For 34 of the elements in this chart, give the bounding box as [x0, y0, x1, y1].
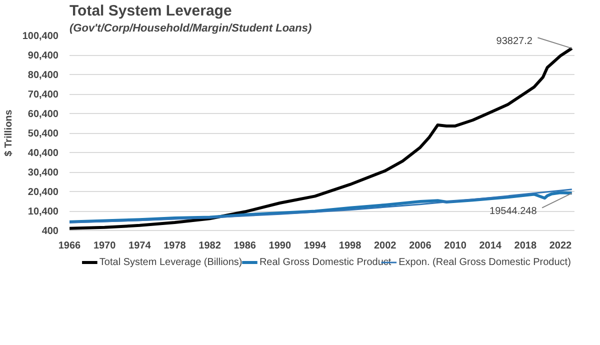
y-tick-label: 400: [42, 226, 59, 237]
x-tick-label: 2002: [374, 240, 397, 252]
x-tick-label: 2022: [549, 240, 572, 252]
x-tick-label: 1986: [234, 240, 256, 252]
y-tick-label: 20,400: [28, 187, 59, 198]
x-tick-label: 1970: [93, 240, 116, 252]
x-tick-label: 2014: [479, 240, 502, 252]
annotation: 19544.248: [490, 206, 538, 218]
x-tick-label: 1978: [164, 240, 186, 252]
chart-subtitle: (Gov't/Corp/Household/Margin/Student Loans): [70, 22, 312, 34]
x-tick-label: 2018: [514, 240, 537, 252]
y-tick-label: 60,400: [28, 109, 59, 120]
x-tick-label: 1966: [58, 240, 82, 252]
x-tick-label: 1994: [304, 240, 327, 252]
y-tick-label: 40,400: [28, 148, 59, 159]
y-tick-label: 100,400: [22, 31, 59, 42]
y-tick-label: 30,400: [28, 168, 59, 178]
x-tick-label: 1974: [128, 240, 152, 252]
legend-label: Expon. (Real Gross Domestic Product): [398, 257, 571, 268]
legend-label: Real Gross Domestic Product: [259, 257, 392, 268]
y-tick-label: 70,400: [28, 90, 59, 100]
annotation: 93827.2: [496, 36, 533, 48]
x-tick-label: 2010: [444, 240, 467, 252]
x-tick-label: 2006: [409, 240, 432, 252]
x-tick-label: 1982: [198, 240, 222, 252]
chart-title: Total System Leverage: [70, 2, 232, 20]
x-tick-label: 1990: [268, 240, 292, 252]
y-axis-title: $ Trillions: [3, 109, 14, 156]
x-tick-label: 1998: [338, 240, 362, 252]
y-tick-label: 80,400: [28, 70, 59, 81]
y-tick-label: 90,400: [28, 50, 59, 62]
legend-label: Total System Leverage (Billions): [99, 257, 242, 268]
y-tick-label: 10,400: [28, 206, 59, 218]
y-tick-label: 50,400: [28, 128, 59, 140]
